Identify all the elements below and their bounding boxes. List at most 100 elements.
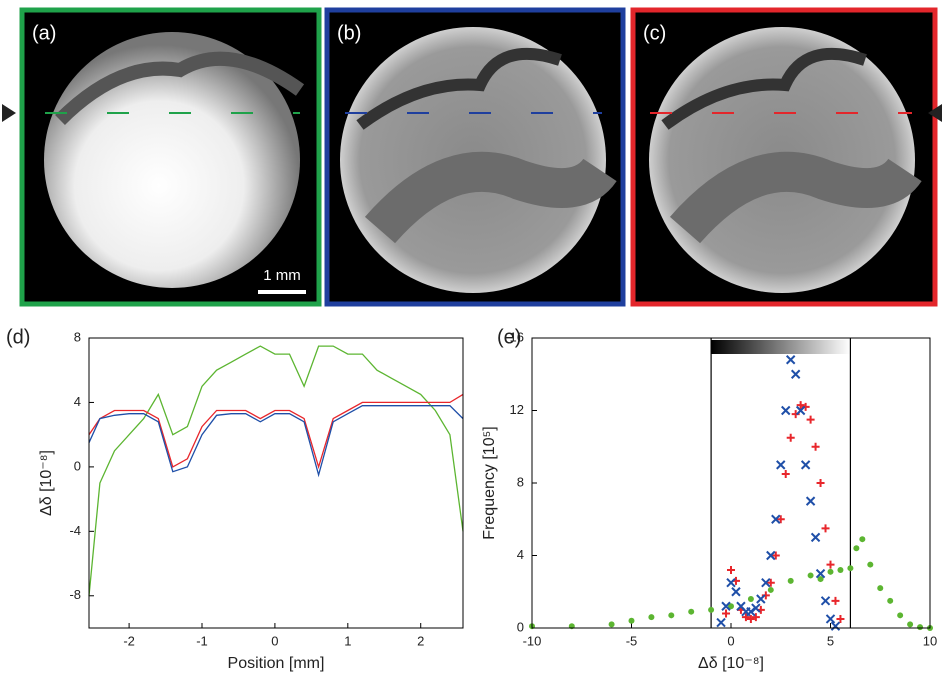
point — [746, 614, 755, 623]
point — [827, 568, 834, 575]
point — [807, 572, 814, 579]
point — [771, 551, 780, 560]
point — [741, 613, 750, 622]
point — [771, 514, 781, 524]
point — [795, 405, 806, 416]
panel-label: (e) — [497, 326, 521, 348]
point — [781, 469, 790, 478]
point — [751, 603, 761, 613]
x-tick-label: 5 — [827, 633, 834, 648]
point — [781, 405, 791, 416]
point — [731, 587, 741, 597]
image-panel-a: (a) 1 mm — [19, 7, 322, 307]
point — [688, 608, 695, 615]
point — [847, 565, 854, 572]
image-panel-c: (c) — [630, 7, 938, 307]
x-tick-label: 2 — [417, 633, 424, 648]
point — [897, 612, 904, 619]
point — [867, 561, 874, 568]
plot-frame — [531, 337, 931, 629]
point — [766, 550, 776, 561]
colorbar — [711, 340, 851, 354]
point — [721, 601, 731, 611]
point — [790, 369, 801, 379]
point — [751, 613, 760, 622]
point — [726, 577, 736, 588]
panel-label: (c) — [643, 22, 666, 44]
y-tick-label: 0 — [74, 458, 81, 473]
x-axis-label: Position [mm] — [228, 655, 325, 672]
point — [817, 576, 824, 583]
point — [853, 545, 860, 552]
y-axis-label: Frequency [10⁵] — [481, 426, 498, 539]
line-series — [88, 345, 464, 596]
point — [756, 594, 766, 604]
point — [722, 609, 731, 618]
x-tick-label: 1 — [344, 633, 351, 648]
point — [816, 479, 825, 487]
point — [668, 612, 675, 619]
panel-label: (b) — [337, 22, 361, 44]
point — [628, 617, 635, 624]
point — [810, 532, 821, 543]
point — [805, 496, 816, 506]
x-tick-label: -5 — [626, 633, 638, 648]
point — [831, 596, 840, 605]
point — [648, 614, 655, 621]
x-tick-label: 10 — [923, 633, 937, 648]
panel-label: (d) — [6, 326, 30, 348]
point — [800, 460, 811, 470]
y-tick-label: 8 — [74, 329, 81, 344]
image-panel-b: (b) — [324, 7, 626, 307]
point — [830, 621, 841, 631]
x-tick-label: -10 — [523, 633, 542, 648]
plot-frame — [88, 337, 464, 629]
panel-label: (a) — [32, 22, 56, 44]
point — [766, 578, 775, 587]
point — [796, 401, 805, 410]
line-series — [88, 405, 464, 478]
x-tick-label: -2 — [123, 633, 135, 648]
point — [859, 536, 866, 543]
x-tick-label: -1 — [196, 633, 208, 648]
point — [785, 355, 796, 365]
point — [728, 603, 734, 610]
point — [747, 596, 754, 602]
y-tick-label: 4 — [74, 394, 81, 409]
point — [608, 621, 615, 628]
marker-arrow — [928, 104, 942, 122]
point — [786, 433, 795, 442]
point — [787, 577, 794, 584]
line-series — [88, 393, 464, 470]
point — [761, 577, 771, 588]
point — [776, 515, 785, 524]
point — [820, 596, 831, 606]
y-tick-label: -4 — [69, 523, 81, 538]
point — [837, 567, 844, 573]
point — [836, 614, 845, 623]
point — [767, 586, 774, 593]
point — [776, 460, 786, 470]
y-tick-label: 16 — [510, 329, 524, 344]
y-tick-label: 4 — [517, 547, 524, 562]
y-tick-label: 12 — [510, 402, 524, 417]
point — [708, 606, 715, 613]
point — [877, 585, 884, 592]
y-axis-label: Δδ [10⁻⁸] — [38, 450, 55, 516]
x-tick-label: 0 — [271, 633, 278, 648]
point — [887, 597, 894, 604]
point — [821, 524, 830, 533]
point — [716, 617, 726, 628]
y-tick-label: 8 — [517, 474, 524, 489]
point — [825, 614, 836, 624]
point — [727, 566, 735, 574]
scale-bar-label: 1 mm — [263, 267, 301, 284]
point — [815, 568, 826, 579]
point — [811, 442, 820, 451]
point — [917, 624, 924, 631]
x-axis-label: Δδ [10⁻⁸] — [698, 655, 764, 672]
x-tick-label: 0 — [727, 633, 734, 648]
marker-arrow — [2, 104, 16, 122]
point — [907, 621, 914, 628]
y-tick-label: 0 — [517, 619, 524, 634]
